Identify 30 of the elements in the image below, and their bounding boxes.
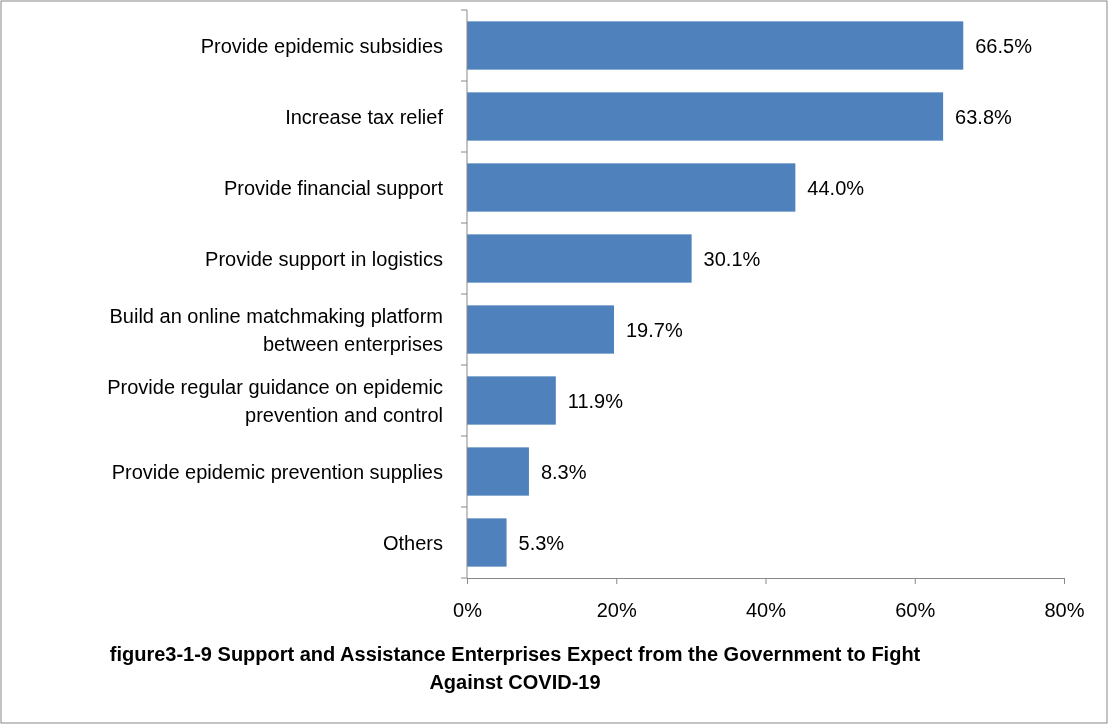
data-label: 30.1% — [703, 247, 761, 270]
y-tick-label: Provide regular guidance on epidemic prevention and control — [107, 375, 443, 426]
x-tick-label: 20% — [596, 599, 637, 621]
bar — [467, 21, 964, 70]
data-label: 11.9% — [567, 389, 624, 412]
data-label: 19.7% — [626, 318, 683, 341]
y-tick-label: Others — [382, 531, 443, 554]
bar — [467, 92, 944, 141]
data-label: 66.5% — [975, 34, 1033, 57]
x-tick-label: 40% — [745, 599, 787, 621]
y-tick-label: Increase tax relief — [285, 105, 444, 128]
bar — [467, 234, 692, 283]
x-tick-label: 80% — [1044, 599, 1085, 621]
data-label: 63.8% — [955, 105, 1013, 128]
y-tick-label: Build an online matchmaking platform between enterprises — [109, 304, 443, 355]
text: figure3-1-9 Support and Assistance Enterprises Expect from the Government to Fight Against COVID-19 — [109, 643, 921, 693]
data-label: 5.3% — [518, 531, 565, 554]
bar — [467, 447, 529, 496]
y-tick-label: Provide support in logistics — [205, 247, 443, 270]
bar — [467, 305, 615, 354]
data-label: 44.0% — [807, 176, 865, 199]
data-label: 8.3% — [540, 460, 587, 483]
y-tick-label: Provide epidemic subsidies — [200, 34, 443, 57]
x-tick-label: 0% — [453, 599, 483, 621]
y-tick-label: Provide epidemic prevention supplies — [111, 460, 443, 483]
bar — [467, 518, 507, 567]
bar — [467, 163, 796, 212]
x-tick-label: 60% — [895, 599, 936, 621]
y-tick-label: Provide financial support — [223, 176, 444, 199]
bar — [467, 376, 556, 425]
